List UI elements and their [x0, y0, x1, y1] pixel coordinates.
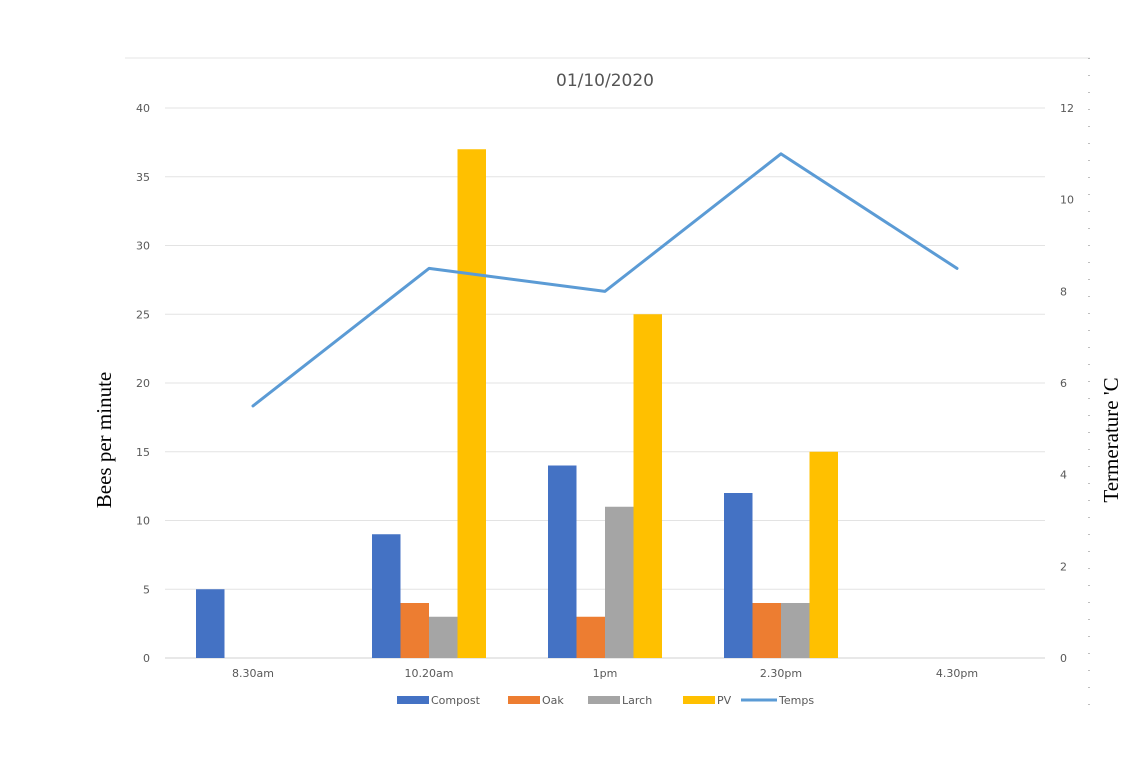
bar	[633, 314, 662, 658]
primary-axis-ticks: 0 5 10 15 20 25 30 35 40	[136, 102, 150, 665]
bar	[548, 465, 577, 658]
legend-swatch	[508, 696, 540, 704]
legend: Compost Oak Larch PV Temps	[397, 694, 814, 707]
x-tick-label: 4.30pm	[936, 667, 978, 680]
bar	[457, 149, 486, 658]
bar	[576, 616, 605, 658]
bar	[724, 493, 753, 658]
legend-label: PV	[717, 694, 732, 707]
y-tick-label: 30	[136, 240, 150, 253]
y-tick-label: 40	[136, 102, 150, 115]
legend-swatch	[397, 696, 429, 704]
x-tick-label: 8.30am	[232, 667, 274, 680]
legend-swatch	[588, 696, 620, 704]
bar	[781, 603, 810, 658]
y2-tick-label: 0	[1060, 652, 1067, 665]
legend-label: Temps	[778, 694, 814, 707]
bar	[605, 506, 634, 658]
bar	[429, 616, 458, 658]
legend-label: Larch	[622, 694, 652, 707]
y2-tick-label: 12	[1060, 102, 1074, 115]
secondary-axis-ticks: 0 2 4 6 8 10 12	[1060, 102, 1074, 665]
bar	[400, 603, 429, 658]
bar-series	[196, 149, 838, 658]
x-tick-label: 2.30pm	[760, 667, 802, 680]
y-tick-label: 20	[136, 377, 150, 390]
x-tick-label: 1pm	[593, 667, 618, 680]
y-axis-title: Bees per minute	[92, 372, 116, 508]
y2-tick-label: 10	[1060, 194, 1074, 207]
y2-tick-label: 6	[1060, 377, 1067, 390]
legend-label: Oak	[542, 694, 564, 707]
y-tick-label: 15	[136, 446, 150, 459]
chart-title: 01/10/2020	[556, 71, 654, 91]
series-line-temps	[251, 152, 959, 408]
y-tick-label: 25	[136, 308, 150, 321]
y2-tick-label: 8	[1060, 285, 1067, 298]
bar	[809, 451, 838, 658]
category-axis-ticks: 8.30am 10.20am 1pm 2.30pm 4.30pm	[232, 667, 978, 680]
bar	[372, 534, 401, 658]
y-tick-label: 0	[143, 652, 150, 665]
y2-tick-label: 2	[1060, 560, 1067, 573]
y-tick-label: 5	[143, 583, 150, 596]
gridlines	[165, 107, 1045, 659]
legend-swatch	[683, 696, 715, 704]
bar	[196, 589, 225, 658]
y-tick-label: 10	[136, 515, 150, 528]
x-tick-label: 10.20am	[405, 667, 454, 680]
y2-tick-label: 4	[1060, 469, 1067, 482]
legend-label: Compost	[431, 694, 481, 707]
y-tick-label: 35	[136, 171, 150, 184]
line-series	[251, 152, 959, 408]
y2-axis-title: Termerature 'C	[1099, 377, 1123, 502]
bar	[752, 603, 781, 658]
